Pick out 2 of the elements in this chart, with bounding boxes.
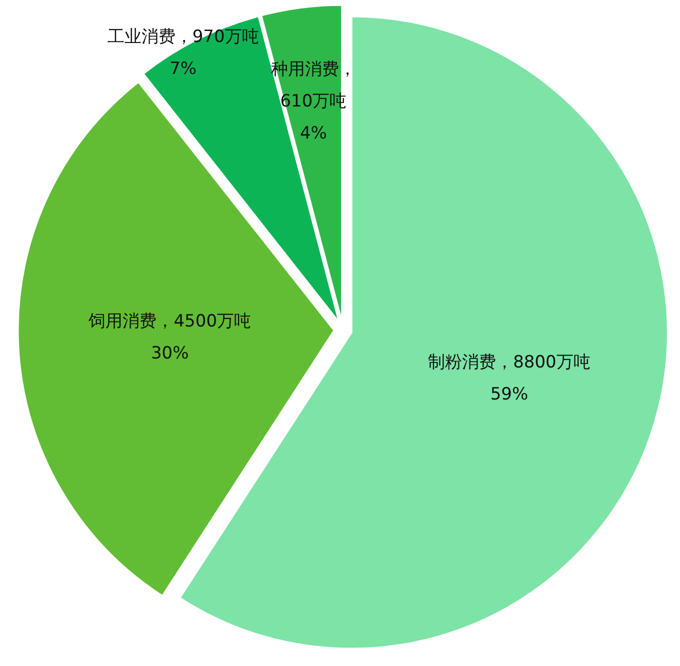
slice-label: 饲用消费，4500万吨 30% [88,312,251,364]
slice-label: 制粉消费，8800万吨 59% [428,352,590,405]
